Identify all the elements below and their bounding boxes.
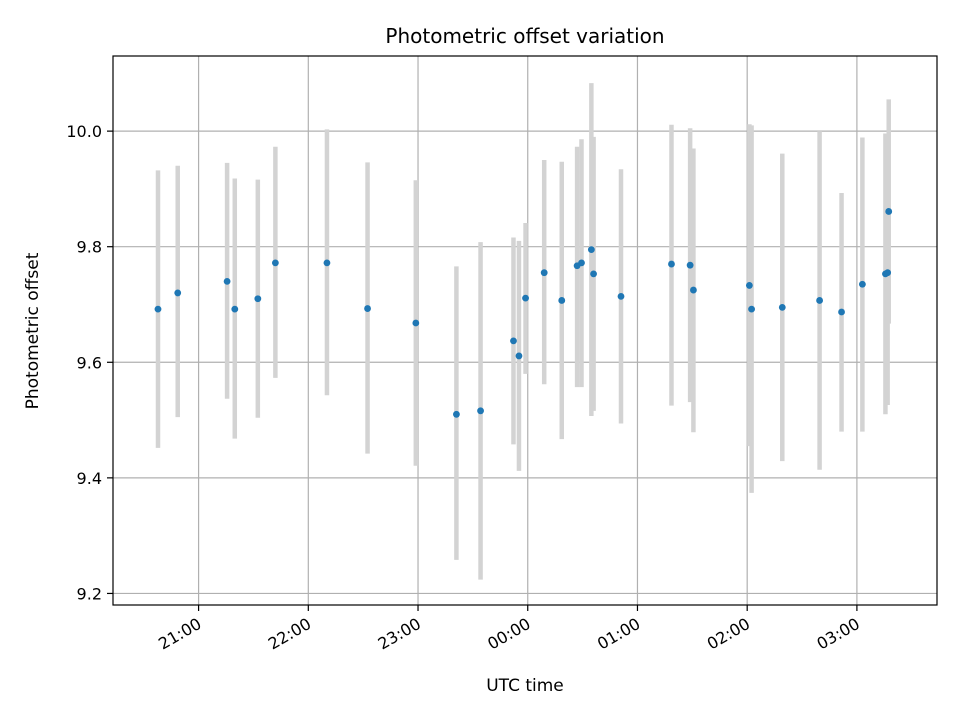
data-point	[858, 280, 866, 288]
data-point	[453, 410, 460, 418]
y-tick-label: 9.4	[77, 469, 102, 488]
data-point	[587, 246, 595, 253]
data-point	[884, 269, 892, 277]
data-point	[231, 305, 239, 313]
data-point	[816, 297, 823, 304]
y-axis-label: Photometric offset	[23, 252, 43, 409]
data-point	[510, 337, 517, 345]
plot-frame	[112, 55, 938, 606]
data-point	[323, 259, 331, 267]
data-point	[154, 305, 162, 313]
data-point	[748, 305, 755, 313]
data-point	[885, 208, 893, 215]
y-tick-label: 9.8	[77, 238, 102, 257]
data-point	[686, 261, 694, 269]
data-point	[412, 319, 420, 327]
data-point	[522, 294, 529, 302]
y-axis-ticks: 9.2 9.4 9.6 9.8 10.0	[66, 122, 113, 603]
y-tick-label: 9.6	[77, 353, 102, 372]
data-point	[477, 407, 484, 415]
data-point	[778, 303, 786, 311]
data-point	[515, 352, 523, 360]
x-axis-label: UTC time	[486, 676, 564, 696]
data-point	[364, 305, 371, 312]
data-point	[254, 295, 262, 303]
data-point	[745, 282, 753, 289]
data-points	[154, 208, 893, 418]
data-point	[174, 289, 182, 297]
data-point	[690, 286, 697, 294]
data-point	[578, 259, 585, 267]
data-point	[590, 270, 597, 278]
y-tick-label: 9.2	[77, 584, 102, 603]
y-tick-label: 10.0	[66, 122, 102, 141]
data-point	[271, 259, 279, 267]
data-point	[540, 269, 548, 277]
data-point	[838, 308, 845, 316]
data-point	[668, 260, 675, 268]
data-point	[617, 293, 625, 300]
data-point	[223, 277, 231, 285]
chart-title: Photometric offset variation	[385, 24, 664, 48]
data-point	[558, 297, 566, 304]
